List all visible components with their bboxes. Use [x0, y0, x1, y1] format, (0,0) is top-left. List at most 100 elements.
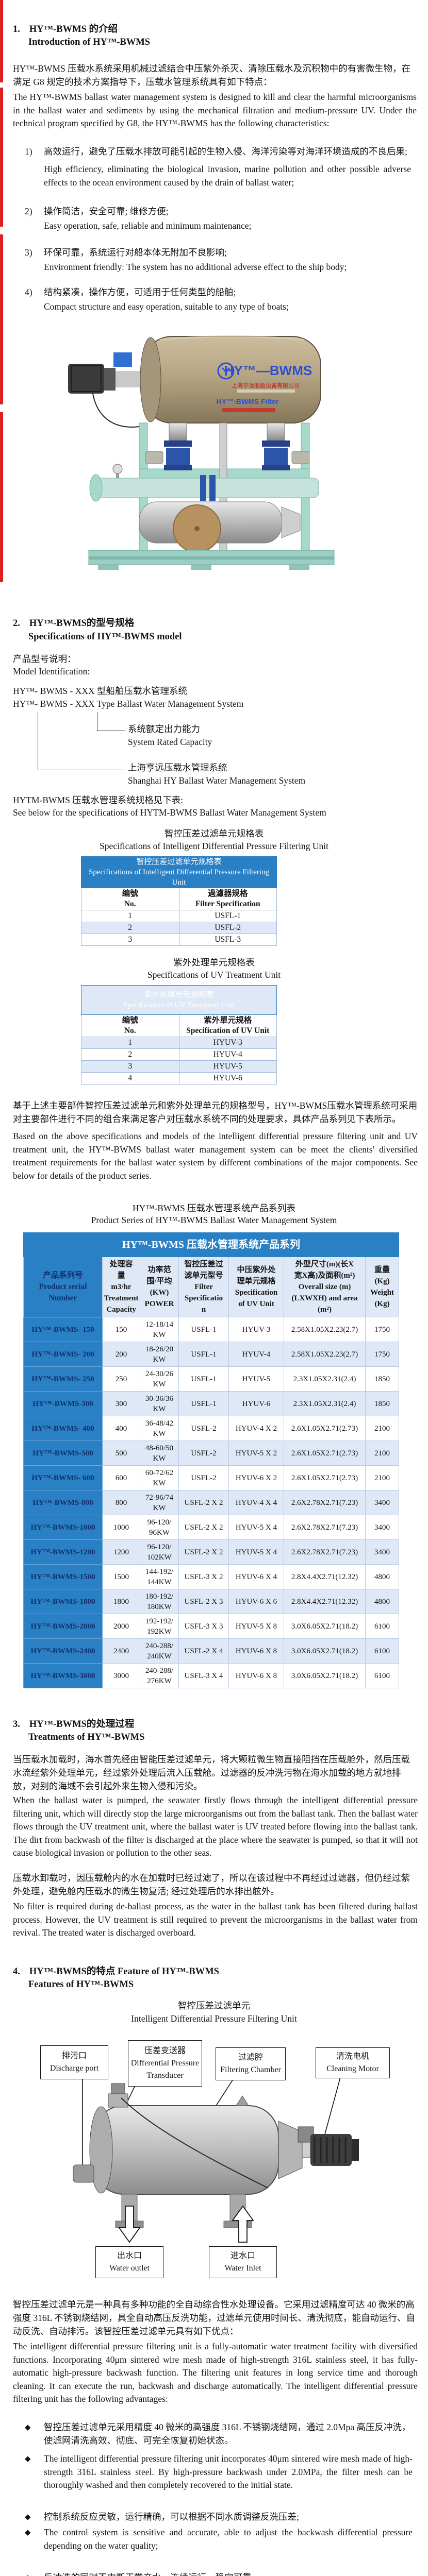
- cell-capacity: 500: [102, 1440, 140, 1466]
- cell-filter: USFL-1: [178, 1317, 229, 1342]
- section1-title-en: Introduction of HY™-BWMS: [28, 37, 151, 47]
- cell-power: 48-60/50 KW: [140, 1440, 179, 1466]
- bullet-text: The intelligent differential pressure fi…: [44, 2453, 413, 2490]
- cell-serial: HY™-BWMS- 400: [23, 1416, 103, 1441]
- section1-title-zh: HY™-BWMS 的介绍: [29, 24, 118, 35]
- cell-spec: USFL-1: [178, 910, 277, 922]
- cell-serial: HY™-BWMS-1800: [23, 1589, 103, 1614]
- cell-serial: HY™-BWMS- 150: [23, 1317, 103, 1342]
- cell-power: 180-192/ 180KW: [140, 1589, 179, 1614]
- cell-power: 96-120/ 102KW: [140, 1539, 179, 1565]
- cell-uv: HYUV-6: [228, 1391, 284, 1416]
- feature-bullet: ◆ 智控压差过滤单元采用精度 40 微米的高强度 316L 不锈钢烧结网，通过 …: [25, 2420, 413, 2447]
- item3-number: 3): [25, 247, 32, 258]
- filter-desc-zh: 智控压差过滤单元是一种具有多种功能的全自动综合性水处理设备。它采用过滤精度可达 …: [13, 2299, 416, 2336]
- cell-capacity: 3000: [102, 1663, 140, 1688]
- connector-line: [323, 2077, 341, 2139]
- item2-number: 2): [25, 206, 32, 216]
- product-row: HY™-BWMS-1500 1500 144-192/ 144KW USFL-3…: [23, 1564, 400, 1589]
- cable: [92, 393, 140, 428]
- bigtable-header-row: 产品系列号 Product serial Number 处理容 量 m3/hr …: [23, 1257, 400, 1317]
- cell-spec: HYUV-5: [178, 1060, 277, 1073]
- product-row: HY™-BWMS- 150 150 12-18/14 KW USFL-1 HYU…: [23, 1317, 400, 1342]
- product-row: HY™-BWMS- 250 250 24-30/26 KW USFL-1 HYU…: [23, 1366, 400, 1392]
- cell-filter: USFL-2: [178, 1416, 229, 1441]
- cell-size: 3.0X6.05X2.71(18.2): [284, 1638, 366, 1664]
- cell-power: 24-30/26 KW: [140, 1366, 179, 1392]
- item1-en: High efficiency, eliminating the biologi…: [44, 164, 411, 188]
- cell-power: 60-72/62 KW: [140, 1465, 179, 1490]
- rated-capacity-zh: 系统额定出力能力: [128, 724, 200, 734]
- product-row: HY™-BWMS- 200 200 18-26/20 KW USFL-1 HYU…: [23, 1342, 400, 1367]
- table2-title: 紫外处理单元规格表 Specification of UV Treatment …: [81, 985, 277, 1015]
- cell-size: 3.0X6.05X2.71(18.2): [284, 1614, 366, 1639]
- intro-paragraph-zh: HY™-BWMS 压载水系统采用机械过滤结合中压紫外杀灭、清除压载水及沉积物中的…: [13, 63, 411, 87]
- cell-serial: HY™-BWMS- 200: [23, 1342, 103, 1367]
- table2-caption-en: Specifications of UV Treatment Unit: [147, 970, 281, 980]
- product-series-table: HY™-BWMS 压载水管理系统产品系列 产品系列号 Product seria…: [23, 1232, 400, 1688]
- cell-serial: HY™-BWMS-1200: [23, 1539, 103, 1565]
- scan-artifact: [0, 234, 3, 404]
- cell-weight: 2100: [365, 1440, 400, 1466]
- section1-heading: 1. HY™-BWMS 的介绍: [13, 22, 118, 35]
- cell-uv: HYUV-6 X 2: [228, 1465, 284, 1490]
- section3-title-en: Treatments of HY™-BWMS: [28, 1732, 145, 1742]
- label-water-inlet: 进水口 Water Inlet: [209, 2246, 277, 2278]
- cell-filter: USFL-2: [178, 1440, 229, 1466]
- product-row: HY™-BWMS- 400 400 36-48/42 KW USFL-2 HYU…: [23, 1416, 400, 1441]
- table1-header-spec: 過濾器規格 Filter Specification: [178, 888, 277, 910]
- label-transducer: 压差变送器 Differential Pressure Transducer: [128, 2040, 202, 2087]
- cell-filter: USFL-3 X 2: [178, 1564, 229, 1589]
- filter-desc-en: The intelligent differential pressure fi…: [13, 2341, 418, 2404]
- cell-weight: 1850: [365, 1391, 400, 1416]
- section4-title-zh: HY™-BWMS的特点 Feature of HY™-BWMS: [29, 1967, 219, 1977]
- cell-weight: 3400: [365, 1515, 400, 1540]
- section1-number: 1.: [13, 24, 20, 35]
- cell-uv: HYUV-5 X 8: [228, 1614, 284, 1639]
- cell-size: 2.58X1.05X2.23(2.7): [284, 1317, 366, 1342]
- series-caption-en: Product Series of HY™-BWMS Ballast Water…: [91, 1215, 337, 1225]
- product-row: HY™-BWMS- 600 600 60-72/62 KW USFL-2 HYU…: [23, 1465, 400, 1490]
- cleaning-motor: [68, 364, 104, 394]
- cell-serial: HY™-BWMS-800: [23, 1490, 103, 1515]
- filter-unit-photo: [73, 2077, 359, 2243]
- cell-capacity: 1500: [102, 1564, 140, 1589]
- cell-size: 2.3X1.05X2.31(2.4): [284, 1366, 366, 1392]
- tank-brand-text: HY™—BWMS: [224, 363, 312, 378]
- model-line-en: HY™- BWMS - XXX Type Ballast Water Manag…: [13, 699, 244, 709]
- cell-serial: HY™-BWMS-1500: [23, 1564, 103, 1589]
- header-filter-spec: 智控压差过 滤单元型号 Filter Specificatio n: [178, 1257, 229, 1317]
- table1-caption-en: Specifications of Intelligent Differenti…: [100, 841, 328, 851]
- intro-paragraph-en: The HY™-BWMS ballast water management sy…: [13, 92, 417, 128]
- diamond-bullet-icon: ◆: [25, 2424, 31, 2432]
- cell-uv: HYUV-5 X 2: [228, 1440, 284, 1466]
- cell-size: 2.3X1.05X2.31(2.4): [284, 1391, 366, 1416]
- cell-size: 3.0X6.05X2.71(18.2): [284, 1663, 366, 1688]
- bwms-skid-photo: HY™—BWMS 上海亨远船舶设备有限公司 HY™-BWMS Filter: [68, 335, 335, 570]
- cell-weight: 1850: [365, 1366, 400, 1392]
- cell-serial: HY™-BWMS-2000: [23, 1614, 103, 1639]
- section2-title-zh: HY™-BWMS的型号规格: [29, 618, 135, 629]
- bigtable-title: HY™-BWMS 压载水管理系统产品系列: [23, 1232, 400, 1257]
- cell-capacity: 1200: [102, 1539, 140, 1565]
- table-row: 2 HYUV-4: [81, 1048, 277, 1061]
- model-line-zh: HY™- BWMS - XXX 型船舶压载水管理系统: [13, 686, 187, 696]
- series-paragraph-en: Based on the above specifications and mo…: [13, 1131, 418, 1181]
- table1-header-no: 编號 No.: [81, 888, 179, 910]
- cell-uv: HYUV-5 X 4: [228, 1539, 284, 1565]
- cell-capacity: 1000: [102, 1515, 140, 1540]
- cell-uv: HYUV-4 X 4: [228, 1490, 284, 1515]
- cell-uv: HYUV-6 X 4: [228, 1564, 284, 1589]
- scan-artifact: [0, 0, 3, 82]
- process-ballast-zh: 当压载水加载时，海水首先经由智能压差过滤单元，将大颗粒微生物直接阻挡在压载舱外，…: [13, 1754, 410, 1791]
- cell-power: 30-36/36 KW: [140, 1391, 179, 1416]
- butterfly-valve: [262, 440, 290, 470]
- cell-filter: USFL-2: [178, 1465, 229, 1490]
- cell-serial: HY™-BWMS-1000: [23, 1515, 103, 1540]
- feature-bullet: ◆ 控制系统反应灵敏，运行精确，可以根据不同水质调整反洗压差;: [25, 2510, 413, 2523]
- table2-header-spec: 紫外單元規格 Specification of UV Unit: [178, 1014, 277, 1037]
- cell-weight: 1750: [365, 1342, 400, 1367]
- item4-number: 4): [25, 287, 32, 297]
- cell-serial: HY™-BWMS-300: [23, 1391, 103, 1416]
- cell-no: 2: [81, 922, 179, 934]
